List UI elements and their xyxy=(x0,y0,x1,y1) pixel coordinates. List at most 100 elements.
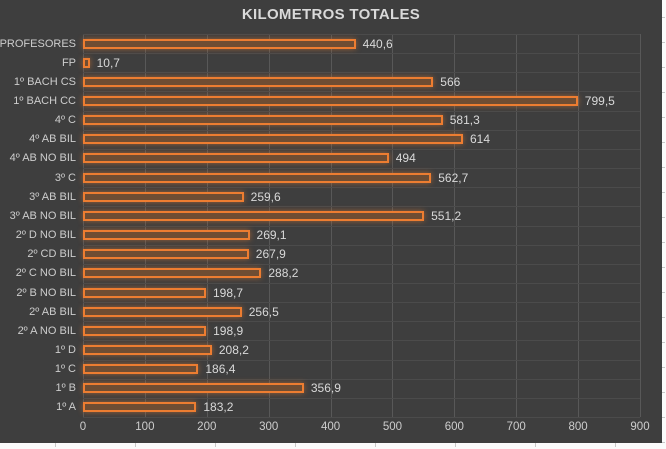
bar[interactable] xyxy=(83,402,197,413)
bar[interactable] xyxy=(83,191,244,202)
bar-row: 581,3 xyxy=(83,111,640,130)
category-label: 4º C xyxy=(54,114,76,127)
worksheet-row-tick xyxy=(662,142,665,143)
worksheet-row-tick xyxy=(662,167,665,168)
x-tick-label: 0 xyxy=(79,421,87,433)
bar-row: 183,2 xyxy=(83,398,640,417)
worksheet-row-tick xyxy=(662,192,665,193)
worksheet-row-tick xyxy=(662,292,665,293)
horizontal-gridline xyxy=(83,378,640,380)
worksheet-column-tick xyxy=(215,443,216,447)
bar[interactable] xyxy=(83,38,356,49)
horizontal-gridline xyxy=(83,110,640,112)
horizontal-gridline xyxy=(83,225,640,227)
category-label: 3º AB NO BIL xyxy=(9,209,76,222)
bar-row: 551,2 xyxy=(83,206,640,225)
category-label: PROFESORES xyxy=(0,37,76,50)
bar[interactable] xyxy=(83,230,250,241)
bar[interactable] xyxy=(83,249,249,260)
worksheet-row-tick xyxy=(662,117,665,118)
data-label: 562,7 xyxy=(438,170,469,185)
bar-row: 259,6 xyxy=(83,187,640,206)
worksheet-row-tick xyxy=(662,17,665,18)
bar-row: 356,9 xyxy=(83,379,640,398)
bar-row: 799,5 xyxy=(83,91,640,110)
category-label: 2º AB BIL xyxy=(29,305,76,318)
worksheet-row-tick xyxy=(662,267,665,268)
worksheet-column-tick xyxy=(615,443,616,447)
bar[interactable] xyxy=(83,96,578,106)
x-tick-label: 400 xyxy=(320,421,341,433)
category-label: 3º C xyxy=(54,171,76,184)
horizontal-gridline xyxy=(83,72,640,74)
category-label: 2º CD BIL xyxy=(27,248,76,261)
data-label: 267,9 xyxy=(255,247,286,262)
bar[interactable] xyxy=(83,115,443,126)
worksheet-column-tick xyxy=(535,443,536,447)
worksheet-row-tick xyxy=(662,217,665,218)
data-label: 566 xyxy=(440,74,461,89)
worksheet-row-tick xyxy=(662,317,665,318)
bar-row: 288,2 xyxy=(83,264,640,283)
horizontal-gridline xyxy=(83,34,640,35)
horizontal-gridline xyxy=(83,282,640,284)
bar[interactable] xyxy=(83,76,434,87)
worksheet-row-tick xyxy=(662,417,665,418)
data-label: 551,2 xyxy=(431,208,462,223)
horizontal-gridline xyxy=(83,168,640,170)
data-label: 256,5 xyxy=(248,304,279,319)
bar-row: 198,7 xyxy=(83,283,640,302)
x-tick-label: 200 xyxy=(197,421,217,433)
bar-row: 198,9 xyxy=(83,321,640,340)
worksheet-row-tick xyxy=(662,342,665,343)
data-label: 208,2 xyxy=(218,342,249,357)
horizontal-gridline xyxy=(83,91,640,93)
bar[interactable] xyxy=(83,57,90,68)
bar[interactable] xyxy=(83,325,207,336)
x-tick-label: 700 xyxy=(506,421,526,433)
bar[interactable] xyxy=(83,306,242,317)
bar[interactable] xyxy=(83,383,304,394)
data-label: 198,7 xyxy=(212,285,243,300)
worksheet-row-tick xyxy=(662,42,665,43)
bar[interactable] xyxy=(83,134,463,145)
worksheet-row-tick xyxy=(662,242,665,243)
worksheet-row-tick xyxy=(662,392,665,393)
bar[interactable] xyxy=(83,210,425,221)
horizontal-gridline xyxy=(83,187,640,189)
bar[interactable] xyxy=(83,153,389,164)
horizontal-gridline xyxy=(83,417,640,418)
bar[interactable] xyxy=(83,344,212,355)
vertical-gridline xyxy=(640,34,641,417)
category-label: 2º C NO BIL xyxy=(15,267,76,280)
x-tick-label: 300 xyxy=(259,421,279,433)
bar-row: 494 xyxy=(83,149,640,168)
horizontal-gridline xyxy=(83,302,640,304)
horizontal-gridline xyxy=(83,129,640,131)
bar[interactable] xyxy=(83,287,206,298)
data-label: 799,5 xyxy=(584,94,615,108)
category-label: 2º A NO BIL xyxy=(17,324,76,337)
worksheet-column-tick xyxy=(375,443,376,447)
category-label: 4º AB NO BIL xyxy=(9,152,76,165)
bar[interactable] xyxy=(83,268,262,279)
horizontal-gridline xyxy=(83,53,640,55)
bar-row: 614 xyxy=(83,130,640,149)
data-label: 198,9 xyxy=(213,323,244,338)
data-label: 10,7 xyxy=(96,55,120,70)
bar[interactable] xyxy=(83,364,199,375)
horizontal-gridline xyxy=(83,359,640,361)
bar-row: 440,6 xyxy=(83,34,640,53)
plot-area: 440,6 10,7 566 799,5 581,3 614 494 562,7 259,6 55… xyxy=(83,34,641,418)
category-axis: PROFESORES FP 1º BACH CS 1º BACH CC 4º C 4º A… xyxy=(0,34,76,417)
data-label: 356,9 xyxy=(310,381,341,396)
horizontal-gridline xyxy=(83,340,640,342)
worksheet-row-tick xyxy=(662,442,665,443)
chart-title: KILOMETROS TOTALES xyxy=(241,6,421,23)
bar[interactable] xyxy=(83,172,432,183)
data-label: 581,3 xyxy=(449,113,480,128)
worksheet-column-tick xyxy=(455,443,456,447)
bar-row: 267,9 xyxy=(83,245,640,264)
bar-row: 186,4 xyxy=(83,360,640,379)
